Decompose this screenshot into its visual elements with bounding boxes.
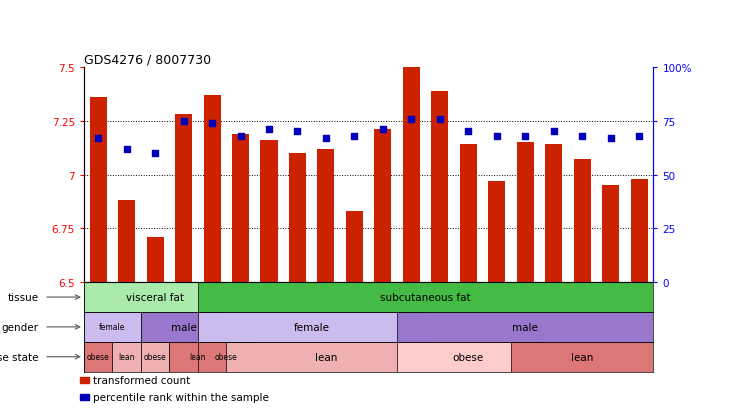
Text: lean: lean (571, 352, 593, 362)
Bar (517, 143, 534, 282)
Point (206, 120, 218, 127)
Text: GDS4276 / 8007730: GDS4276 / 8007730 (84, 54, 211, 66)
Point (577, 133, 588, 140)
Text: obese: obese (87, 352, 109, 361)
Bar (118, 201, 135, 282)
Text: subcutaneous fat: subcutaneous fat (380, 292, 471, 302)
Point (634, 133, 645, 140)
Point (292, 129, 304, 135)
Text: female: female (99, 323, 126, 332)
Point (519, 133, 531, 140)
Bar (460, 145, 477, 282)
Bar (141, 312, 226, 342)
Bar (511, 342, 653, 372)
Bar (90, 98, 107, 282)
Text: obese: obese (144, 352, 166, 361)
Bar (374, 130, 391, 282)
Point (235, 133, 247, 140)
Bar (84, 312, 141, 342)
Bar (545, 145, 562, 282)
Bar (141, 342, 169, 372)
Point (377, 127, 388, 133)
Bar (232, 134, 249, 282)
Point (178, 118, 190, 125)
Point (263, 127, 274, 133)
Bar (403, 68, 420, 282)
Point (92, 135, 104, 142)
Point (604, 135, 616, 142)
Bar (226, 342, 426, 372)
Text: transformed count: transformed count (93, 375, 190, 385)
Bar (204, 96, 220, 282)
Bar (198, 342, 255, 372)
Bar (631, 179, 648, 282)
Bar (488, 182, 505, 282)
Bar (346, 211, 363, 282)
Text: gender: gender (1, 322, 39, 332)
Point (548, 129, 559, 135)
Bar (261, 141, 277, 282)
Bar (574, 160, 591, 282)
Text: obese: obese (453, 352, 484, 362)
Text: lean: lean (315, 352, 337, 362)
Bar (84, 342, 112, 372)
Text: lean: lean (118, 352, 135, 361)
Point (434, 116, 445, 123)
Bar (318, 150, 334, 282)
Text: male: male (512, 322, 538, 332)
Text: tissue: tissue (7, 292, 39, 302)
Point (149, 150, 161, 157)
Bar (147, 237, 164, 282)
Text: male: male (171, 322, 196, 332)
Text: lean: lean (190, 352, 206, 361)
Text: visceral fat: visceral fat (126, 292, 184, 302)
Point (121, 146, 133, 153)
Point (491, 133, 502, 140)
Bar (175, 115, 192, 282)
Bar (169, 342, 226, 372)
Point (463, 129, 474, 135)
Bar (198, 282, 653, 312)
Bar (431, 91, 448, 282)
Text: female: female (293, 322, 330, 332)
Bar (602, 186, 619, 282)
Bar (84, 282, 226, 312)
Text: obese: obese (215, 352, 238, 361)
Text: percentile rank within the sample: percentile rank within the sample (93, 392, 269, 402)
Bar (397, 312, 653, 342)
Bar (198, 312, 426, 342)
Point (349, 133, 361, 140)
Text: disease state: disease state (0, 352, 39, 362)
Point (320, 135, 331, 142)
Point (406, 116, 418, 123)
Bar (289, 154, 306, 282)
Bar (397, 342, 539, 372)
Bar (112, 342, 141, 372)
